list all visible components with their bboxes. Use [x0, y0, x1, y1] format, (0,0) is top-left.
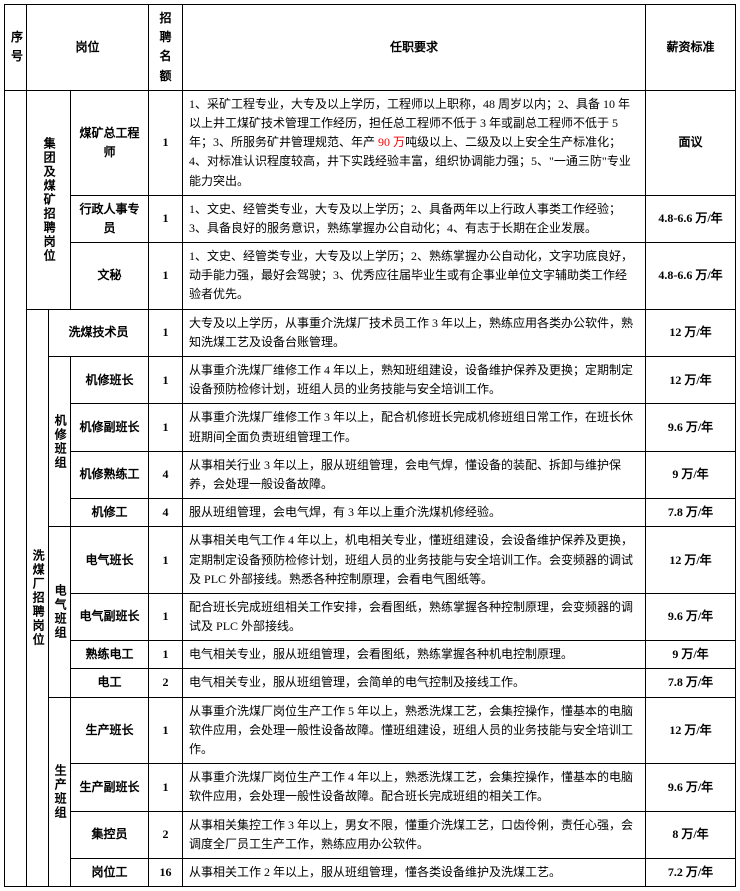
salary-cell: 7.2 万/年 — [646, 858, 736, 886]
table-row: 电气副班长 1 配合班长完成班组相关工作安排，会看图纸，熟练掌握各种控制原理，会… — [5, 593, 736, 640]
count-cell: 1 — [149, 641, 183, 669]
count-cell: 1 — [149, 195, 183, 242]
salary-cell: 12 万/年 — [646, 527, 736, 594]
count-cell: 1 — [149, 593, 183, 640]
header-row: 序号 岗位 招聘名额 任职要求 薪资标准 — [5, 5, 736, 91]
recruitment-table: 序号 岗位 招聘名额 任职要求 薪资标准 集团及煤矿招聘岗位 煤矿总工程师 1 … — [4, 4, 736, 887]
count-cell: 1 — [149, 309, 183, 356]
requirement-cell: 从事相关工作 2 年以上，服从班组管理，懂各类设备维护及洗煤工艺。 — [183, 858, 646, 886]
count-cell: 16 — [149, 858, 183, 886]
requirement-cell: 1、文史、经管类专业，大专及以上学历；2、具备两年以上行政人事类工作经验；3、具… — [183, 195, 646, 242]
header-salary: 薪资标准 — [646, 5, 736, 91]
requirement-cell: 从事相关集控工作 3 年以上，男女不限，懂重介洗煤工艺，口齿伶俐，责任心强，会调… — [183, 811, 646, 858]
requirement-cell: 从事重介洗煤厂维修工作 4 年以上，熟知班组建设，设备维护保养及更换；定期制定设… — [183, 357, 646, 404]
position-cell: 机修熟练工 — [71, 451, 149, 498]
category-label: 洗煤厂招聘岗位 — [27, 309, 49, 887]
requirement-cell: 配合班长完成班组相关工作安排，会看图纸，熟练掌握各种控制原理，会变频器的调试及 … — [183, 593, 646, 640]
subgroup-label: 电气班组 — [49, 527, 71, 697]
requirement-cell: 1、采矿工程专业，大专及以上学历，工程师以上职称，48 周岁以内；2、具备 10… — [183, 90, 646, 195]
salary-cell: 9 万/年 — [646, 641, 736, 669]
count-cell: 1 — [149, 404, 183, 451]
requirement-cell: 从事重介洗煤厂岗位生产工作 5 年以上，熟悉洗煤工艺，会集控操作，懂基本的电脑软… — [183, 697, 646, 764]
requirement-cell: 电气相关专业，服从班组管理，会看图纸，熟练掌握各种机电控制原理。 — [183, 641, 646, 669]
requirement-cell: 1、文史、经管类专业，大专及以上学历；2、熟练掌握办公自动化，文字功底良好，动手… — [183, 243, 646, 310]
count-cell: 1 — [149, 90, 183, 195]
salary-cell: 12 万/年 — [646, 697, 736, 764]
position-cell: 生产副班长 — [71, 764, 149, 811]
salary-cell: 9 万/年 — [646, 451, 736, 498]
salary-cell: 7.8 万/年 — [646, 669, 736, 697]
header-requirement: 任职要求 — [183, 5, 646, 91]
requirement-cell: 大专及以上学历，从事重介洗煤厂技术员工作 3 年以上，熟练应用各类办公软件，熟知… — [183, 309, 646, 356]
salary-cell: 12 万/年 — [646, 357, 736, 404]
position-cell: 机修工 — [71, 499, 149, 527]
table-row: 生产班组 生产班长 1 从事重介洗煤厂岗位生产工作 5 年以上，熟悉洗煤工艺，会… — [5, 697, 736, 764]
position-cell: 熟练电工 — [71, 641, 149, 669]
count-cell: 1 — [149, 697, 183, 764]
position-cell: 文秘 — [71, 243, 149, 310]
salary-cell: 4.8-6.6 万/年 — [646, 195, 736, 242]
requirement-cell: 从事重介洗煤厂岗位生产工作 4 年以上，熟悉洗煤工艺，会集控操作，懂基本的电脑软… — [183, 764, 646, 811]
salary-cell: 9.6 万/年 — [646, 764, 736, 811]
table-row: 文秘 1 1、文史、经管类专业，大专及以上学历；2、熟练掌握办公自动化，文字功底… — [5, 243, 736, 310]
position-cell: 电工 — [71, 669, 149, 697]
requirement-cell: 从事重介洗煤厂维修工作 3 年以上，配合机修班长完成机修班组日常工作，在班长休班… — [183, 404, 646, 451]
table-row: 机修工 4 服从班组管理，会电气焊，有 3 年以上重介洗煤机修经验。 7.8 万… — [5, 499, 736, 527]
header-seq: 序号 — [5, 5, 27, 91]
category-label: 集团及煤矿招聘岗位 — [27, 90, 71, 309]
count-cell: 4 — [149, 451, 183, 498]
table-row: 行政人事专员 1 1、文史、经管类专业，大专及以上学历；2、具备两年以上行政人事… — [5, 195, 736, 242]
position-cell: 机修班长 — [71, 357, 149, 404]
salary-cell: 9.6 万/年 — [646, 404, 736, 451]
salary-cell: 面议 — [646, 90, 736, 195]
table-row: 集团及煤矿招聘岗位 煤矿总工程师 1 1、采矿工程专业，大专及以上学历，工程师以… — [5, 90, 736, 195]
position-cell: 行政人事专员 — [71, 195, 149, 242]
count-cell: 4 — [149, 499, 183, 527]
requirement-cell: 从事相关电气工作 4 年以上，机电相关专业，懂班组建设，会设备维护保养及更换，定… — [183, 527, 646, 594]
highlight-text: 90 万 — [378, 135, 405, 149]
salary-cell: 4.8-6.6 万/年 — [646, 243, 736, 310]
position-cell: 生产班长 — [71, 697, 149, 764]
count-cell: 2 — [149, 669, 183, 697]
subgroup-label: 生产班组 — [49, 697, 71, 887]
position-cell: 电气班长 — [71, 527, 149, 594]
count-cell: 1 — [149, 527, 183, 594]
table-row: 岗位工 16 从事相关工作 2 年以上，服从班组管理，懂各类设备维护及洗煤工艺。… — [5, 858, 736, 886]
position-cell: 电气副班长 — [71, 593, 149, 640]
salary-cell: 9.6 万/年 — [646, 593, 736, 640]
requirement-cell: 服从班组管理，会电气焊，有 3 年以上重介洗煤机修经验。 — [183, 499, 646, 527]
table-row: 生产副班长 1 从事重介洗煤厂岗位生产工作 4 年以上，熟悉洗煤工艺，会集控操作… — [5, 764, 736, 811]
table-row: 洗煤厂招聘岗位 洗煤技术员 1 大专及以上学历，从事重介洗煤厂技术员工作 3 年… — [5, 309, 736, 356]
table-row: 机修熟练工 4 从事相关行业 3 年以上，服从班组管理，会电气焊，懂设备的装配、… — [5, 451, 736, 498]
count-cell: 1 — [149, 357, 183, 404]
table-row: 电气班组 电气班长 1 从事相关电气工作 4 年以上，机电相关专业，懂班组建设，… — [5, 527, 736, 594]
requirement-cell: 从事相关行业 3 年以上，服从班组管理，会电气焊，懂设备的装配、拆卸与维护保养，… — [183, 451, 646, 498]
header-count: 招聘名额 — [149, 5, 183, 91]
header-position: 岗位 — [27, 5, 149, 91]
table-row: 机修班组 机修班长 1 从事重介洗煤厂维修工作 4 年以上，熟知班组建设，设备维… — [5, 357, 736, 404]
count-cell: 2 — [149, 811, 183, 858]
table-row: 集控员 2 从事相关集控工作 3 年以上，男女不限，懂重介洗煤工艺，口齿伶俐，责… — [5, 811, 736, 858]
position-cell: 集控员 — [71, 811, 149, 858]
salary-cell: 8 万/年 — [646, 811, 736, 858]
position-cell: 机修副班长 — [71, 404, 149, 451]
count-cell: 1 — [149, 243, 183, 310]
salary-cell: 12 万/年 — [646, 309, 736, 356]
table-row: 机修副班长 1 从事重介洗煤厂维修工作 3 年以上，配合机修班长完成机修班组日常… — [5, 404, 736, 451]
seq-col — [5, 90, 27, 886]
position-cell: 岗位工 — [71, 858, 149, 886]
salary-cell: 7.8 万/年 — [646, 499, 736, 527]
requirement-cell: 电气相关专业，服从班组管理，会简单的电气控制及接线工作。 — [183, 669, 646, 697]
table-row: 熟练电工 1 电气相关专业，服从班组管理，会看图纸，熟练掌握各种机电控制原理。 … — [5, 641, 736, 669]
table-row: 电工 2 电气相关专业，服从班组管理，会简单的电气控制及接线工作。 7.8 万/… — [5, 669, 736, 697]
count-cell: 1 — [149, 764, 183, 811]
position-cell: 洗煤技术员 — [49, 309, 149, 356]
subgroup-label: 机修班组 — [49, 357, 71, 527]
position-cell: 煤矿总工程师 — [71, 90, 149, 195]
